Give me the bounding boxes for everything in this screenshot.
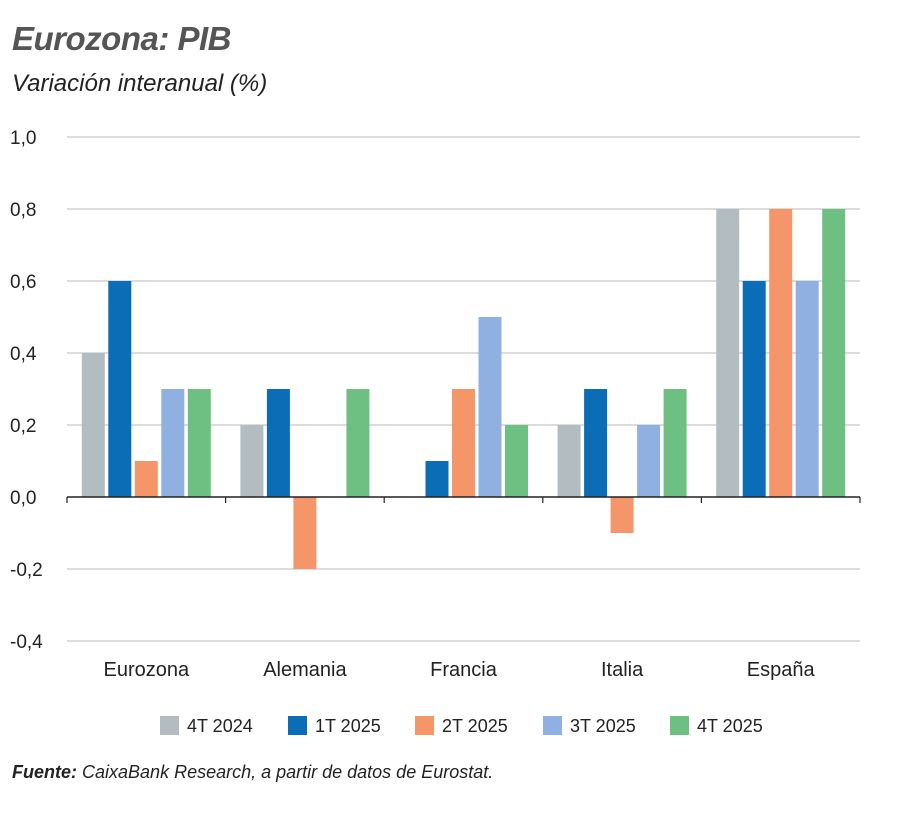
y-tick-label: 0,6 (10, 272, 36, 293)
legend-swatch (415, 716, 434, 735)
legend-swatch (160, 716, 179, 735)
bar (81, 353, 105, 497)
y-tick-label: 0,0 (10, 488, 36, 509)
bar (108, 281, 132, 497)
x-tick-label: Eurozona (103, 659, 189, 681)
legend-label: 2T 2025 (442, 716, 508, 736)
bar (716, 209, 740, 497)
y-tick-label: -0,4 (10, 632, 43, 653)
legend-label: 4T 2024 (187, 716, 253, 736)
source-note: Fuente: CaixaBank Research, a partir de … (12, 762, 493, 783)
x-tick-label: Alemania (263, 659, 347, 681)
x-tick-label: España (747, 659, 816, 681)
bar (610, 497, 634, 533)
chart-subtitle: Variación interanual (%) (12, 70, 268, 97)
y-axis-ticks: 1,0 0,8 0,6 0,4 0,2 0,0 -0,2 -0,4 (10, 128, 43, 653)
bar (161, 389, 185, 497)
bar (134, 461, 158, 497)
y-tick-label: -0,2 (10, 560, 43, 581)
bar (293, 497, 317, 569)
legend-label: 1T 2025 (315, 716, 381, 736)
bar (346, 389, 370, 497)
bar (557, 425, 581, 497)
bars (81, 209, 846, 569)
chart-title: Eurozona: PIB (12, 20, 232, 57)
bar (795, 281, 819, 497)
legend-label: 4T 2025 (697, 716, 763, 736)
x-axis-labels: Eurozona Alemania Francia Italia España (103, 659, 815, 681)
legend: 4T 2024 1T 2025 2T 2025 3T 2025 4T 2025 (160, 716, 763, 736)
bar (637, 425, 661, 497)
source-text: CaixaBank Research, a partir de datos de… (82, 762, 494, 782)
bar (742, 281, 766, 497)
bar (425, 461, 449, 497)
source-label: Fuente: (12, 762, 77, 782)
bar (187, 389, 211, 497)
bar (478, 317, 502, 497)
bar (822, 209, 846, 497)
bar (452, 389, 475, 497)
legend-label: 3T 2025 (570, 716, 636, 736)
legend-swatch (288, 716, 307, 735)
legend-swatch (543, 716, 562, 735)
bar (663, 389, 687, 497)
legend-swatch (670, 716, 689, 735)
x-tick-label: Francia (430, 659, 498, 681)
bar-chart: 1,0 0,8 0,6 0,4 0,2 0,0 -0,2 -0,4 Eurozona Alema… (10, 128, 861, 736)
x-tick-label: Italia (601, 659, 644, 681)
y-tick-label: 1,0 (10, 128, 36, 149)
bar (584, 389, 608, 497)
y-tick-label: 0,2 (10, 416, 36, 437)
bar (240, 425, 264, 497)
y-tick-label: 0,8 (10, 200, 36, 221)
bar (769, 209, 793, 497)
bar (505, 425, 528, 497)
bar (266, 389, 290, 497)
x-axis (66, 496, 861, 503)
y-tick-label: 0,4 (10, 344, 37, 365)
